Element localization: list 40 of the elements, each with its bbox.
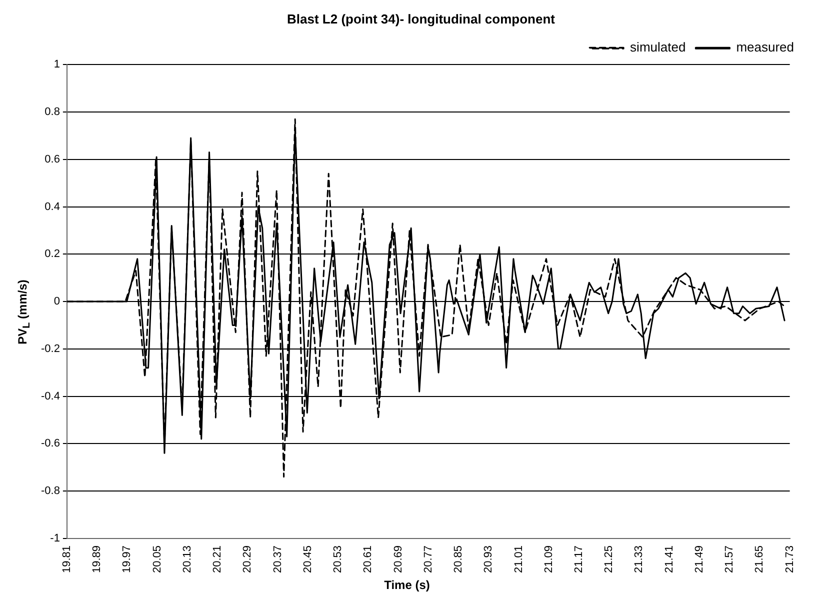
x-tick-label: 21.09 bbox=[542, 545, 555, 574]
y-tick-label: 0.4 bbox=[44, 200, 60, 213]
x-tick-label: 20.61 bbox=[362, 545, 374, 574]
y-tick-label: 0.2 bbox=[44, 248, 60, 260]
chart-title: Blast L2 (point 34)- longitudinal component bbox=[287, 11, 556, 26]
legend-label: simulated bbox=[630, 40, 686, 55]
x-tick-label: 21.49 bbox=[693, 545, 706, 574]
x-axis-title: Time (s) bbox=[383, 578, 431, 592]
y-tick-label: -0.4 bbox=[40, 390, 60, 402]
y-tick-label: 0.8 bbox=[44, 106, 60, 118]
x-tick-label: 20.77 bbox=[422, 545, 434, 574]
y-tick-label: -1 bbox=[50, 532, 60, 545]
x-tick-label: 19.89 bbox=[91, 545, 104, 574]
x-tick-label: 20.37 bbox=[272, 545, 284, 574]
x-tick-label: 20.45 bbox=[302, 545, 314, 574]
x-tick-label: 20.93 bbox=[482, 545, 495, 574]
x-tick-label: 21.25 bbox=[603, 545, 616, 574]
y-tick-label: -0.2 bbox=[40, 342, 60, 355]
x-tick-label: 20.29 bbox=[242, 545, 254, 574]
x-tick-label: 20.13 bbox=[181, 545, 194, 574]
x-tick-label: 21.57 bbox=[724, 545, 736, 574]
y-tick-label: 0.6 bbox=[44, 153, 60, 166]
x-tick-label: 20.05 bbox=[151, 545, 164, 574]
x-tick-label: 20.69 bbox=[392, 545, 404, 574]
x-tick-label: 19.97 bbox=[121, 545, 134, 574]
x-tick-label: 21.01 bbox=[512, 545, 525, 574]
x-tick-label: 21.41 bbox=[663, 545, 676, 574]
x-tick-label: 21.17 bbox=[573, 545, 585, 574]
x-tick-label: 20.21 bbox=[212, 545, 224, 574]
y-tick-label: 1 bbox=[54, 58, 60, 71]
y-tick-label: 0 bbox=[54, 296, 60, 308]
x-tick-label: 21.73 bbox=[784, 545, 796, 574]
x-tick-label: 19.81 bbox=[60, 545, 73, 574]
x-tick-label: 21.33 bbox=[633, 545, 646, 574]
y-tick-label: -0.6 bbox=[40, 438, 60, 450]
legend-label: measured bbox=[736, 40, 794, 55]
y-tick-label: -0.8 bbox=[40, 485, 60, 498]
x-tick-label: 20.53 bbox=[332, 545, 344, 574]
x-tick-label: 20.85 bbox=[452, 545, 465, 574]
x-tick-label: 21.65 bbox=[754, 545, 766, 574]
